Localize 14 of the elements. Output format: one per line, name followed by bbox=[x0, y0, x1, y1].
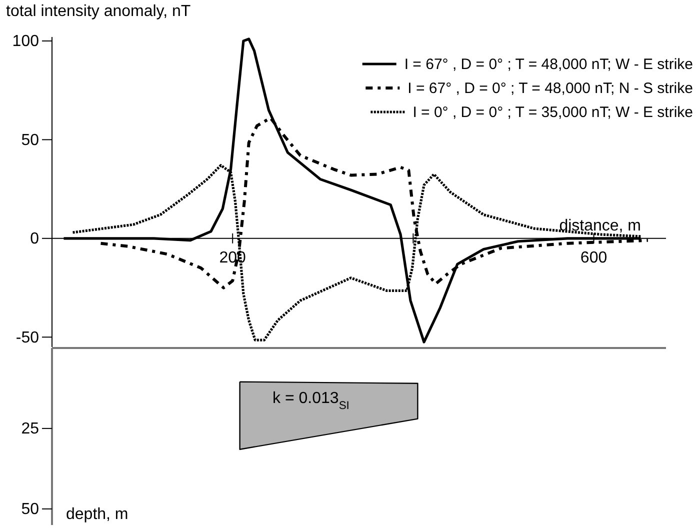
y-tick-label: 25 bbox=[21, 420, 40, 438]
y-axis-title: depth, m bbox=[66, 506, 128, 523]
y-axis-title: total intensity anomaly, nT bbox=[6, 3, 191, 20]
legend-label: I = 67° , D = 0° ; T = 48,000 nT; W - E strike bbox=[404, 56, 693, 73]
legend-label: I = 0° , D = 0° ; T = 35,000 nT; W - E strike bbox=[412, 104, 693, 121]
legend-label: I = 67° , D = 0° ; T = 48,000 nT; N - S strike bbox=[408, 80, 693, 97]
y-tick-label: 50 bbox=[21, 132, 40, 149]
y-tick-label: 50 bbox=[21, 501, 40, 518]
y-tick-label: -50 bbox=[16, 329, 40, 346]
annotation: k = 0.013$_{SI}$ bbox=[272, 390, 350, 412]
y-tick-label: 100 bbox=[12, 33, 40, 50]
x-tick-label: 600 bbox=[580, 249, 608, 266]
x-axis-title: distance, m bbox=[559, 217, 641, 234]
y-tick-label: 0 bbox=[30, 230, 40, 248]
